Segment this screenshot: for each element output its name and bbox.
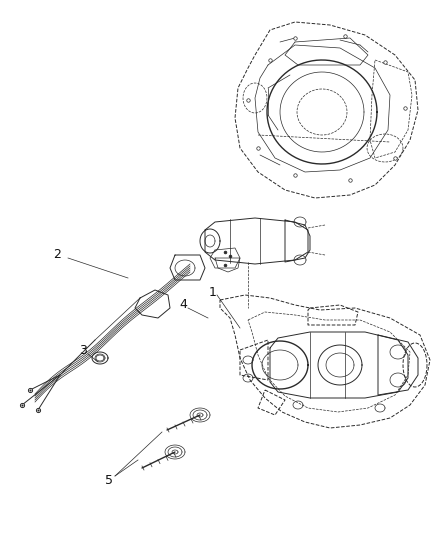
Text: 2: 2 <box>53 248 61 262</box>
Text: 5: 5 <box>105 473 113 487</box>
Text: 4: 4 <box>179 297 187 311</box>
Text: 3: 3 <box>79 343 87 357</box>
Text: 1: 1 <box>209 286 217 298</box>
